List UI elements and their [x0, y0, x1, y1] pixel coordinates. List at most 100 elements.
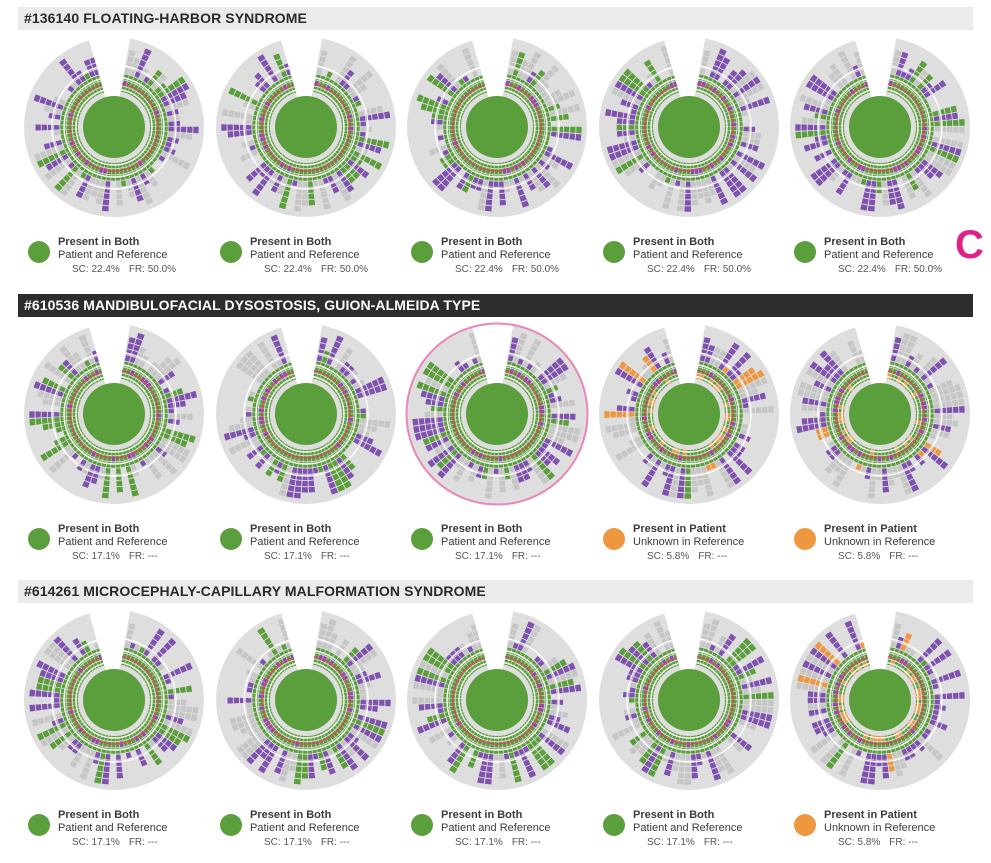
sunburst-segment: [308, 468, 313, 474]
sunburst-segment: [252, 703, 258, 708]
sunburst-segment: [252, 417, 258, 422]
fr-score: FR: ---: [129, 550, 158, 563]
sunburst-segment: [246, 125, 251, 130]
sunburst-segment: [870, 480, 876, 486]
sunburst-segment: [60, 698, 65, 702]
sunburst-chart[interactable]: [22, 322, 206, 506]
sunburst-chart[interactable]: [405, 608, 589, 792]
status-sublabel: Patient and Reference: [250, 249, 359, 262]
sunburst-chart[interactable]: [597, 322, 781, 506]
sunburst-chart[interactable]: [405, 35, 589, 219]
sunburst-segment: [928, 409, 934, 413]
sunburst-segment: [489, 748, 494, 754]
sunburst-segment: [104, 193, 110, 199]
score-line: SC: 17.1%FR: ---: [72, 550, 158, 563]
sunburst-segment: [802, 124, 807, 130]
sunburst-segment: [889, 480, 895, 486]
syndrome-title: #614261 MICROCEPHALY-CAPILLARY MALFORMAT…: [24, 583, 486, 599]
sunburst-segment: [181, 414, 186, 420]
syndrome-header[interactable]: #610536 MANDIBULOFACIAL DYSOSTOSIS, GUIO…: [18, 294, 973, 317]
sunburst-segment: [953, 120, 959, 126]
sunburst-segment: [889, 199, 896, 205]
sunburst-segment: [575, 684, 581, 691]
sunburst-segment: [450, 125, 455, 129]
sunburst-chart[interactable]: [214, 322, 398, 506]
sunburst-segment: [499, 748, 503, 754]
sunburst-chart[interactable]: [788, 35, 972, 219]
sunburst-segment: [187, 414, 193, 420]
sunburst-segment: [29, 419, 35, 426]
sunburst-segment: [60, 417, 66, 422]
sunburst-segment: [928, 414, 933, 418]
sunburst-segment: [833, 125, 838, 129]
sunburst-segment: [487, 766, 493, 772]
sunburst-segment: [551, 700, 556, 705]
sunburst-chart[interactable]: [788, 322, 972, 506]
sunburst-segment: [116, 748, 120, 754]
sc-score: SC: 5.8%: [838, 550, 880, 563]
sunburst-segment: [412, 697, 417, 704]
sunburst-segment: [679, 193, 685, 199]
sunburst-segment: [443, 417, 449, 422]
sunburst-segment: [295, 486, 302, 492]
sunburst-segment: [551, 414, 556, 419]
sunburst-segment: [934, 419, 940, 424]
sunburst-segment: [743, 408, 749, 413]
sunburst-chart[interactable]: [22, 608, 206, 792]
sunburst-center: [83, 96, 145, 158]
sunburst-segment: [42, 412, 47, 418]
sunburst-segment: [494, 748, 498, 753]
sunburst-segment: [617, 412, 622, 418]
syndrome-header[interactable]: #614261 MICROCEPHALY-CAPILLARY MALFORMAT…: [18, 580, 973, 603]
status-dot-icon: [794, 528, 816, 550]
sunburst-segment: [168, 419, 174, 424]
sunburst-segment: [882, 468, 887, 474]
sunburst-segment: [946, 114, 952, 120]
sunburst-segment: [162, 414, 167, 418]
syndrome-header[interactable]: #136140 FLOATING-HARBOR SYNDROME: [18, 7, 973, 30]
sunburst-segment: [102, 779, 109, 785]
sc-score: SC: 22.4%: [838, 263, 886, 276]
sunburst-segment: [36, 411, 41, 417]
sunburst-segment: [298, 175, 303, 181]
sunburst-segment: [246, 412, 251, 417]
sunburst-segment: [302, 194, 308, 199]
sunburst-chart[interactable]: [405, 322, 589, 506]
sunburst-chart[interactable]: [214, 608, 398, 792]
sunburst-segment: [820, 130, 826, 135]
sunburst-chart[interactable]: [597, 35, 781, 219]
sunburst-segment: [259, 412, 264, 416]
sunburst-segment: [360, 700, 365, 705]
sunburst-segment: [743, 132, 749, 137]
sunburst-segment: [681, 462, 686, 468]
sunburst-segment: [545, 122, 551, 126]
sunburst-segment: [105, 754, 110, 760]
sunburst-segment: [228, 124, 233, 130]
status-dot-icon: [603, 528, 625, 550]
sunburst-segment: [820, 412, 825, 417]
sunburst-chart[interactable]: [22, 35, 206, 219]
sunburst-segment: [303, 462, 307, 467]
sunburst-chart[interactable]: [214, 35, 398, 219]
sunburst-segment: [678, 199, 685, 205]
sunburst-segment: [488, 468, 493, 474]
sunburst-segment: [820, 407, 826, 412]
sc-score: SC: 22.4%: [72, 263, 120, 276]
sunburst-segment: [437, 698, 442, 703]
